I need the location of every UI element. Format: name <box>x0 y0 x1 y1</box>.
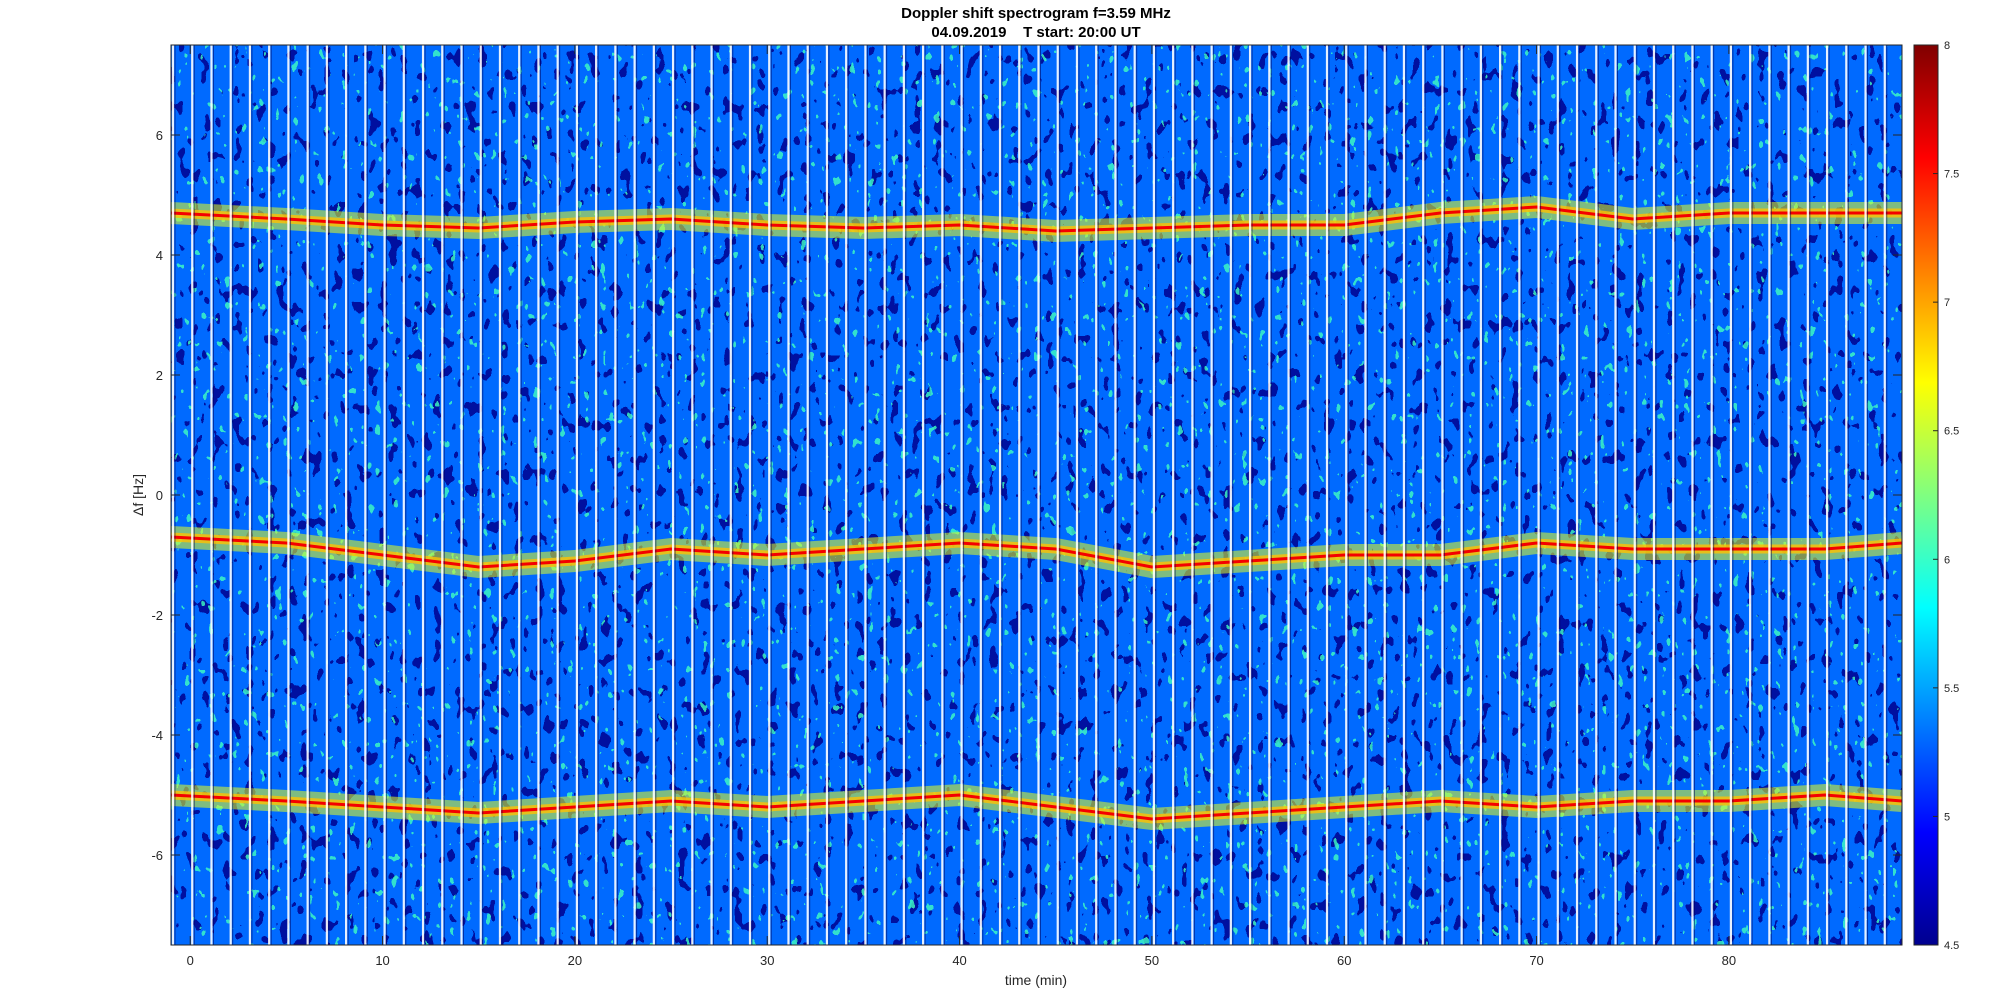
x-tick-label: 50 <box>1145 953 1159 968</box>
x-tick-label: 60 <box>1337 953 1351 968</box>
x-tick-label: 70 <box>1529 953 1543 968</box>
colorbar-tick-label: 6 <box>1944 554 1950 566</box>
colorbar-tick-label: 7.5 <box>1944 169 1959 181</box>
time-stripes <box>171 45 1888 945</box>
colorbar-tick-label: 7 <box>1944 297 1950 309</box>
colorbar <box>1913 44 1939 946</box>
colorbar-tick-label: 6.5 <box>1944 426 1959 438</box>
x-axis-label: time (min) <box>1005 972 1067 988</box>
chart-title: Doppler shift spectrogram f=3.59 MHz <box>901 5 1171 22</box>
chart-subtitle: 04.09.2019 T start: 20:00 UT <box>931 24 1140 41</box>
y-axis-ticks: -6 -4 -2 0 2 4 6 <box>151 128 1902 863</box>
plot-area <box>171 45 1902 945</box>
doppler-traces <box>171 195 1902 831</box>
x-tick-label: 40 <box>952 953 966 968</box>
x-tick-label: 0 <box>187 953 194 968</box>
x-tick-label: 80 <box>1722 953 1736 968</box>
y-tick-label: -2 <box>151 608 163 623</box>
y-tick-label: 2 <box>156 368 163 383</box>
trace-2 <box>171 535 1902 569</box>
colorbar-tick-label: 8 <box>1944 40 1950 52</box>
colorbar-ticks: 4.5 5 5.5 6 6.5 7 7.5 8 <box>1933 40 1959 952</box>
y-axis-label: Δf [Hz] <box>130 474 146 516</box>
x-axis-ticks: 0 10 20 30 40 50 60 70 80 <box>187 45 1736 968</box>
colorbar-tick-label: 5.5 <box>1944 683 1959 695</box>
y-tick-label: 0 <box>156 488 163 503</box>
y-tick-label: 6 <box>156 128 163 143</box>
trace-1 <box>171 205 1902 233</box>
colorbar-tick-label: 4.5 <box>1944 940 1959 952</box>
colorbar-tick-label: 5 <box>1944 811 1950 823</box>
y-tick-label: -4 <box>151 728 163 743</box>
x-tick-label: 30 <box>760 953 774 968</box>
x-tick-label: 10 <box>375 953 389 968</box>
trace-3 <box>171 793 1902 821</box>
x-tick-label: 20 <box>568 953 582 968</box>
y-tick-label: -6 <box>151 848 163 863</box>
y-tick-label: 4 <box>156 248 163 263</box>
